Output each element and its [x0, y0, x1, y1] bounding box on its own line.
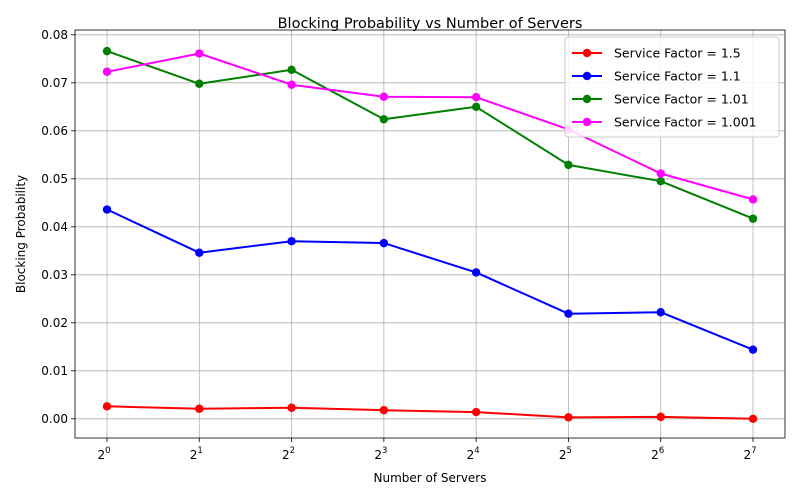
legend-entry-4: Service Factor = 1.001: [572, 115, 757, 130]
data-point: [287, 237, 296, 246]
data-point: [748, 414, 758, 423]
series-1: [102, 402, 758, 423]
y-tick-label: 0.01: [41, 364, 68, 378]
data-point: [656, 177, 665, 186]
x-tick-exponent: 1: [197, 446, 202, 456]
data-point: [195, 404, 204, 413]
y-axis-ticks: 0.00 0.01 0.02 0.03 0.04 0.05 0.06 0.07 0.08: [41, 28, 75, 426]
data-point: [564, 160, 573, 170]
data-point: [656, 308, 665, 317]
series-line: [106, 50, 754, 220]
series-3: [102, 46, 758, 223]
x-tick-exponent: 7: [751, 446, 756, 456]
legend: Service Factor = 1.5 Service Factor = 1.1…: [564, 36, 780, 138]
series-layer: [102, 46, 758, 423]
data-point: [195, 49, 204, 58]
series-line: [106, 52, 754, 201]
legend-label: Service Factor = 1.1: [614, 69, 741, 84]
series-2: [102, 205, 758, 354]
data-point: [564, 309, 573, 318]
x-axis-label: Number of Servers: [373, 471, 486, 485]
x-tick-exponent: 0: [105, 446, 110, 456]
y-tick-label: 0.08: [41, 28, 68, 42]
legend-entry-3: Service Factor = 1.01: [572, 92, 749, 107]
data-point: [748, 214, 758, 223]
legend-marker-swatch: [582, 48, 592, 58]
legend-marker-swatch: [582, 117, 592, 127]
y-axis-label: Blocking Probability: [14, 175, 28, 293]
chart-title: Blocking Probability vs Number of Server…: [278, 16, 583, 32]
data-point: [195, 248, 204, 257]
data-point: [102, 67, 112, 76]
legend-entry-1: Service Factor = 1.5: [572, 46, 741, 61]
y-tick-label: 0.05: [41, 172, 68, 186]
x-tick-exponent: 6: [659, 446, 664, 456]
legend-frame: [564, 36, 780, 138]
legend-marker-swatch: [582, 94, 592, 104]
y-tick-label: 0.03: [41, 268, 68, 282]
y-tick-label: 0.07: [41, 76, 68, 90]
data-point: [656, 169, 665, 178]
legend-marker-swatch: [582, 71, 592, 81]
data-point: [748, 345, 758, 354]
series-line: [106, 405, 754, 420]
data-point: [379, 405, 389, 415]
data-point: [748, 195, 758, 204]
legend-label: Service Factor = 1.01: [614, 92, 749, 107]
y-tick-label: 0.04: [41, 220, 68, 234]
data-point: [656, 412, 665, 422]
legend-entry-2: Service Factor = 1.1: [572, 69, 741, 84]
data-point: [287, 80, 296, 89]
data-point: [471, 93, 481, 102]
data-point: [379, 92, 389, 101]
legend-label: Service Factor = 1.5: [614, 46, 741, 61]
data-point: [195, 79, 204, 88]
data-point: [564, 413, 573, 422]
x-tick-exponent: 5: [567, 446, 572, 456]
x-tick-exponent: 4: [474, 446, 479, 456]
x-tick-exponent: 3: [382, 446, 387, 456]
data-point: [471, 407, 481, 417]
data-point: [471, 102, 481, 112]
series-line: [106, 208, 754, 351]
data-point: [471, 268, 481, 277]
data-point: [102, 46, 112, 56]
y-tick-label: 0.06: [41, 124, 68, 138]
data-point: [102, 205, 112, 214]
legend-label: Service Factor = 1.001: [614, 115, 757, 130]
data-point: [379, 115, 389, 124]
plot-area-frame: [74, 29, 786, 439]
data-point: [287, 403, 296, 412]
x-tick-exponent: 2: [290, 446, 295, 456]
data-point: [102, 402, 112, 411]
data-point: [287, 65, 296, 75]
y-tick-label: 0.00: [41, 412, 68, 426]
data-point: [379, 238, 389, 248]
y-tick-label: 0.02: [41, 316, 68, 330]
